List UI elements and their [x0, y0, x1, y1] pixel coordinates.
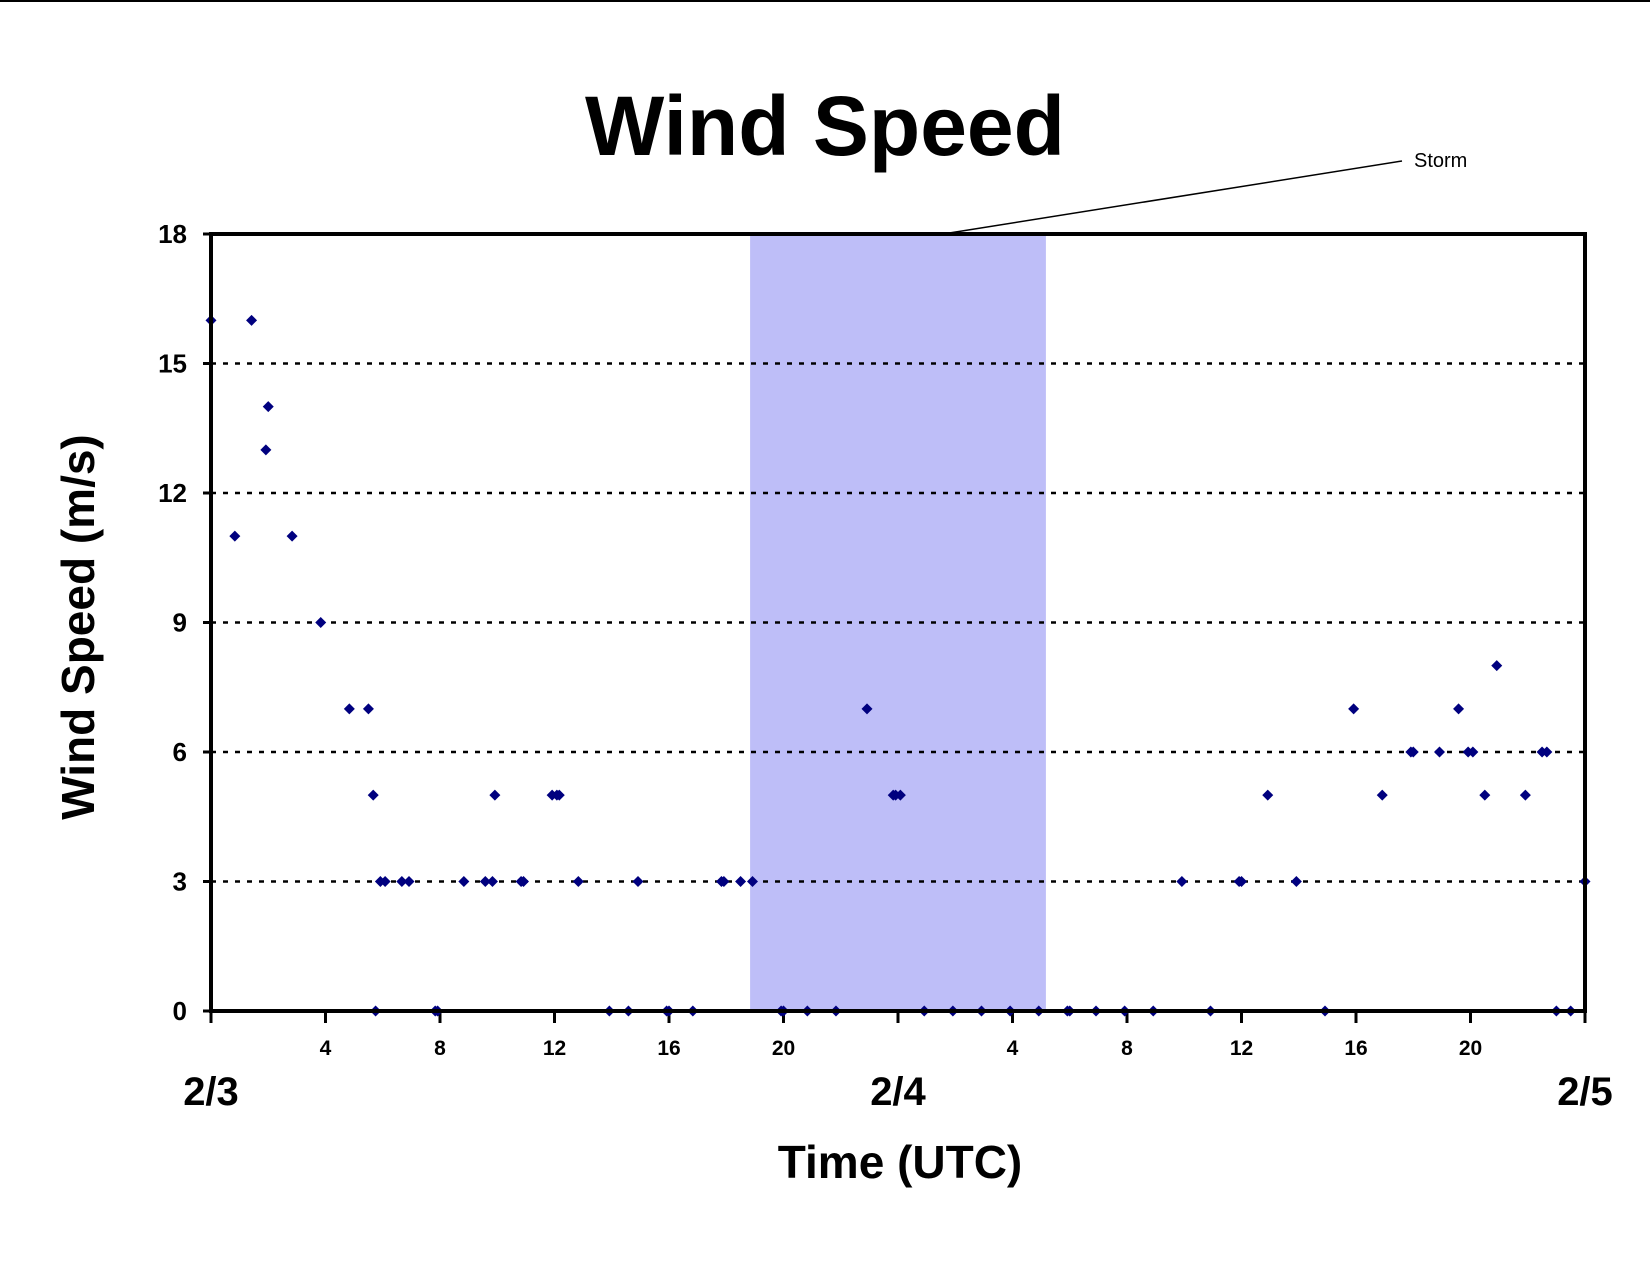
data-point — [1479, 789, 1491, 801]
top-border-line — [0, 0, 1650, 2]
storm-annotation-label: Storm — [1414, 150, 1467, 172]
y-tick-label: 3 — [173, 867, 187, 897]
x-hour-tick-label: 4 — [1007, 1037, 1019, 1060]
data-point — [315, 617, 327, 628]
data-point — [396, 876, 408, 887]
x-hour-tick-label: 20 — [1459, 1037, 1482, 1060]
y-tick-label: 6 — [173, 737, 187, 767]
y-axis-title: Wind Speed (m/s) — [52, 434, 104, 820]
x-hour-tick-label: 12 — [1230, 1037, 1253, 1060]
x-hour-tick-label: 16 — [1344, 1037, 1367, 1060]
data-point — [1376, 789, 1388, 801]
data-point — [262, 401, 274, 413]
y-tick-label: 18 — [158, 219, 187, 249]
x-date-label: 2/3 — [183, 1070, 239, 1114]
x-date-label: 2/5 — [1557, 1070, 1613, 1114]
x-date-label: 2/4 — [870, 1070, 926, 1114]
x-hour-tick-label: 12 — [543, 1037, 566, 1060]
data-point — [343, 703, 355, 715]
x-axis-title: Time (UTC) — [778, 1136, 1023, 1188]
data-point — [286, 530, 298, 542]
data-point — [1519, 789, 1531, 801]
data-point — [489, 789, 501, 801]
data-point — [1290, 876, 1302, 887]
data-point — [718, 876, 730, 887]
data-point — [1176, 876, 1188, 887]
data-point — [632, 876, 644, 887]
data-point — [379, 876, 391, 887]
data-point — [1541, 746, 1553, 758]
y-tick-label: 0 — [173, 996, 187, 1026]
data-point — [1348, 703, 1360, 715]
data-point — [517, 876, 529, 887]
data-point — [479, 876, 491, 887]
data-point — [1491, 660, 1503, 672]
data-point — [1433, 746, 1445, 758]
y-tick-label: 9 — [173, 608, 187, 638]
data-point — [458, 876, 470, 887]
storm-annotation-line — [942, 160, 1403, 235]
data-point — [1407, 746, 1419, 758]
data-point — [1467, 746, 1479, 758]
data-point — [486, 876, 498, 887]
x-hour-tick-label: 4 — [320, 1037, 332, 1060]
data-point — [229, 530, 241, 542]
data-point — [735, 876, 747, 887]
data-point — [572, 876, 584, 887]
data-point — [553, 789, 565, 801]
plot-area: 0 3 6 9 12 15 18 4 8 12 16 20 4 8 12 16 20 2/3 2/4 2/5 — [158, 160, 1613, 1114]
data-point — [894, 789, 906, 801]
data-point — [861, 703, 873, 715]
data-point — [362, 703, 374, 715]
x-hour-tick-label: 8 — [1121, 1037, 1133, 1060]
data-point — [746, 876, 758, 887]
chart-title: Wind Speed — [585, 79, 1065, 173]
data-point — [1236, 876, 1247, 887]
data-point — [1262, 789, 1274, 801]
y-tick-label: 12 — [158, 478, 187, 508]
x-hour-tick-label: 20 — [772, 1037, 795, 1060]
data-point — [1453, 703, 1465, 715]
data-point — [367, 789, 379, 801]
data-point — [246, 314, 258, 326]
x-hour-tick-label: 16 — [657, 1037, 680, 1060]
data-point — [403, 876, 415, 887]
data-point — [260, 444, 272, 456]
plot-frame — [209, 232, 1587, 1013]
x-hour-tick-label: 8 — [434, 1037, 446, 1060]
y-tick-label: 15 — [158, 349, 187, 379]
